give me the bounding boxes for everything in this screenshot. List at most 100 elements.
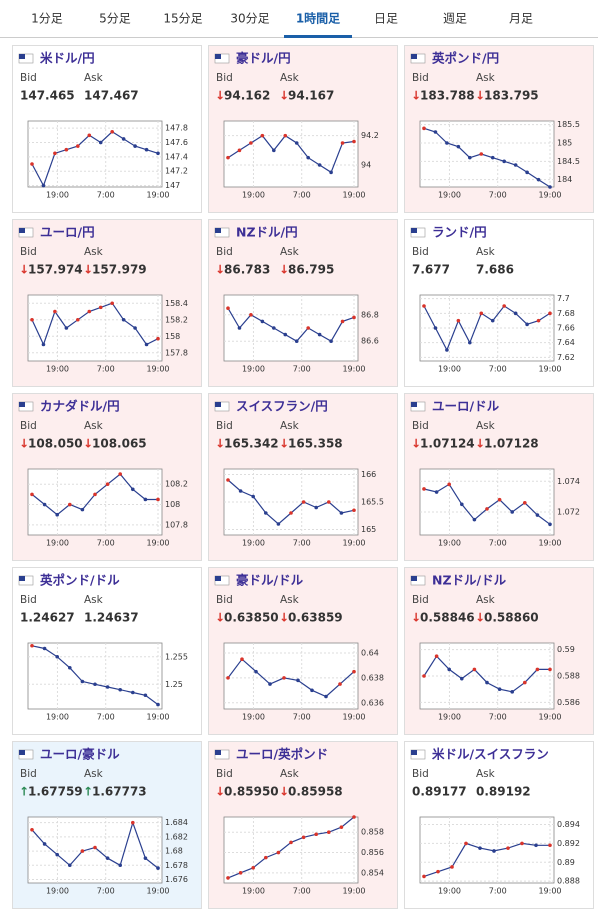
x-tick-label: 19:00 bbox=[146, 539, 169, 548]
bid-value: 157.974 bbox=[28, 263, 83, 277]
y-tick-label: 7.66 bbox=[557, 324, 575, 333]
price-point bbox=[472, 517, 477, 522]
plot-area bbox=[27, 816, 163, 884]
x-tick-label: 19:00 bbox=[342, 191, 365, 200]
flag-canton bbox=[19, 54, 25, 59]
price-point bbox=[238, 871, 243, 875]
price-point bbox=[456, 318, 461, 323]
y-tick-label: 1.25 bbox=[165, 680, 183, 689]
y-tick-label: 1.678 bbox=[165, 861, 188, 870]
tab[interactable]: 週足 bbox=[443, 12, 467, 26]
bid-value: 165.342 bbox=[224, 437, 279, 451]
price-point bbox=[485, 507, 489, 511]
price-point bbox=[64, 147, 69, 152]
price-point bbox=[513, 163, 518, 167]
tab[interactable]: 月足 bbox=[509, 12, 533, 26]
tab[interactable]: 5分足 bbox=[99, 12, 131, 26]
price-point bbox=[68, 665, 72, 670]
pair-name: 米ドル/スイスフラン bbox=[431, 747, 549, 762]
tab[interactable]: 30分足 bbox=[230, 12, 269, 26]
price-point bbox=[339, 511, 344, 515]
price-point bbox=[468, 340, 472, 345]
tab[interactable]: 15分足 bbox=[163, 12, 202, 26]
y-tick-label: 94.2 bbox=[361, 131, 379, 140]
tab[interactable]: 1時間足 bbox=[296, 11, 340, 26]
price-point bbox=[156, 151, 160, 156]
price-point bbox=[80, 679, 85, 684]
price-point bbox=[226, 155, 230, 160]
y-tick-label: 165.5 bbox=[361, 498, 384, 507]
price-point bbox=[479, 311, 484, 316]
price-point bbox=[317, 332, 322, 337]
price-point bbox=[53, 151, 57, 156]
price-point bbox=[478, 846, 482, 850]
y-tick-label: 1.68 bbox=[165, 847, 183, 856]
price-point bbox=[535, 513, 540, 517]
price-point bbox=[80, 507, 85, 512]
y-tick-label: 0.892 bbox=[557, 839, 580, 848]
x-tick-label: 7:00 bbox=[97, 713, 115, 722]
x-tick-label: 19:00 bbox=[242, 191, 265, 200]
x-tick-label: 19:00 bbox=[242, 713, 265, 722]
price-point bbox=[98, 140, 103, 145]
price-point bbox=[445, 348, 449, 352]
y-tick-label: 165 bbox=[361, 525, 376, 534]
x-tick-label: 7:00 bbox=[489, 539, 507, 548]
price-point bbox=[240, 657, 244, 661]
y-tick-label: 94 bbox=[361, 161, 371, 170]
price-point bbox=[87, 309, 92, 314]
y-tick-label: 1.684 bbox=[165, 818, 188, 827]
price-point bbox=[251, 865, 255, 870]
y-tick-label: 7.62 bbox=[557, 353, 575, 362]
price-point bbox=[352, 139, 356, 144]
plot-area bbox=[419, 468, 555, 536]
tab[interactable]: 1分足 bbox=[31, 12, 63, 26]
ask-value: 1.67773 bbox=[92, 785, 147, 799]
ask-value: 0.89192 bbox=[476, 785, 531, 799]
price-point bbox=[76, 144, 80, 148]
x-tick-label: 7:00 bbox=[97, 539, 115, 548]
ask-value: 147.467 bbox=[84, 89, 139, 103]
y-tick-label: 0.588 bbox=[557, 672, 580, 681]
price-point bbox=[53, 309, 57, 314]
price-point bbox=[55, 654, 59, 659]
price-point bbox=[352, 815, 356, 819]
y-tick-label: 0.59 bbox=[557, 645, 575, 654]
ask-value: 94.167 bbox=[288, 89, 334, 103]
x-tick-label: 7:00 bbox=[97, 191, 115, 200]
price-point bbox=[490, 155, 495, 160]
y-tick-label: 0.636 bbox=[361, 698, 384, 707]
price-point bbox=[118, 472, 122, 476]
price-point bbox=[226, 876, 230, 880]
price-point bbox=[30, 827, 34, 832]
price-point bbox=[324, 694, 328, 699]
bid-label: Bid bbox=[216, 594, 233, 606]
bid-arrow: ↓ bbox=[215, 263, 225, 277]
price-point bbox=[436, 869, 440, 874]
price-point bbox=[276, 522, 281, 526]
ask-arrow: ↓ bbox=[279, 263, 289, 277]
flag-canton bbox=[215, 576, 221, 581]
price-point bbox=[536, 318, 541, 323]
ask-arrow: ↓ bbox=[279, 785, 289, 799]
price-point bbox=[87, 133, 92, 138]
tab[interactable]: 日足 bbox=[374, 12, 398, 26]
flag-canton bbox=[411, 576, 417, 581]
price-point bbox=[422, 674, 426, 678]
price-point bbox=[118, 687, 122, 692]
